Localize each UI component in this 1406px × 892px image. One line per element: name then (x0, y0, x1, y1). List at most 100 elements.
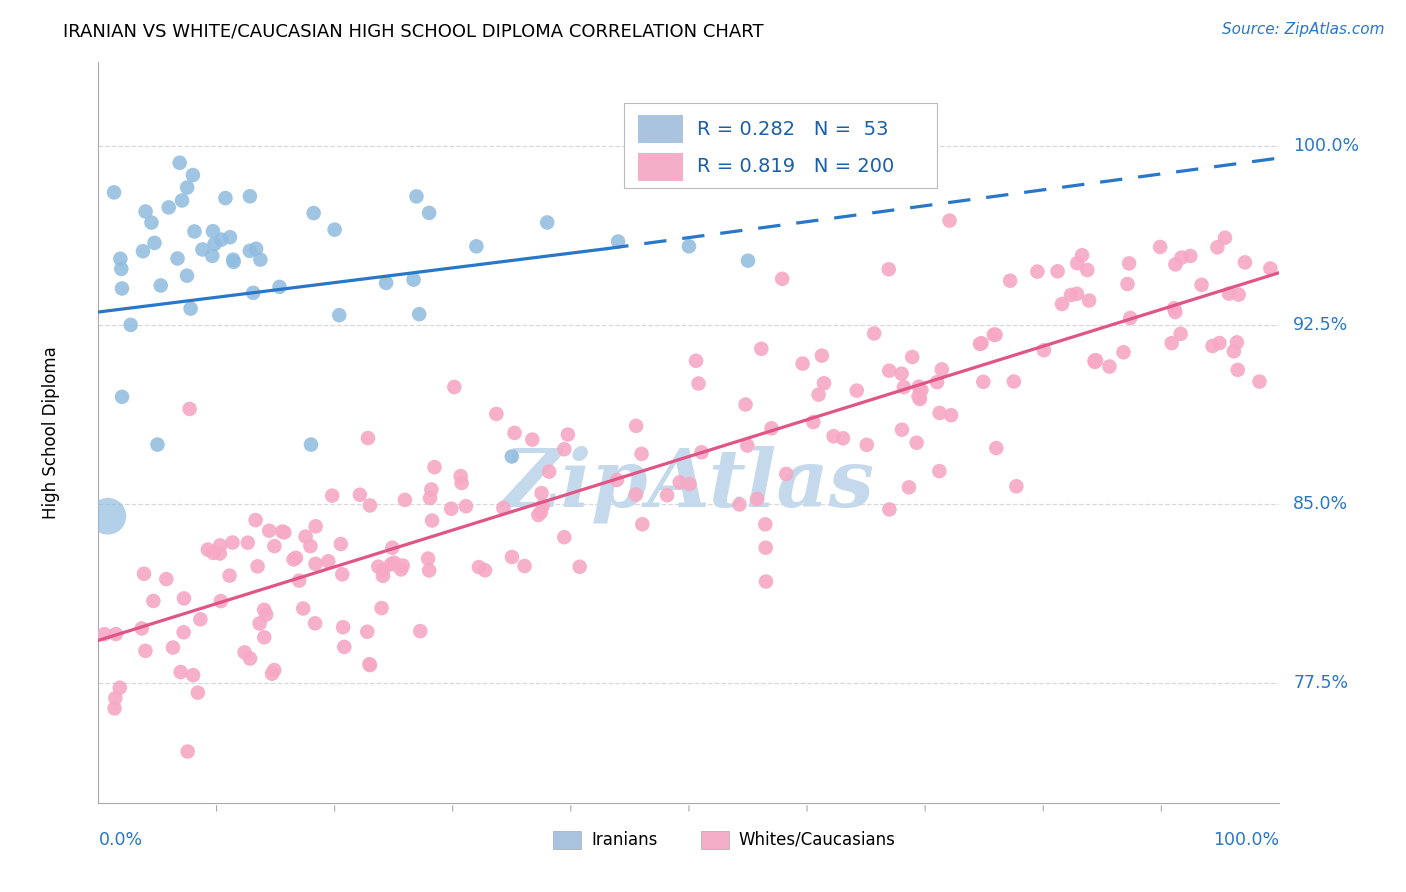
Point (685, 353, 707, 368)
Point (1002, 375, 1025, 389)
Point (901, 350, 924, 364)
Point (321, 489, 343, 503)
Point (263, 663, 285, 677)
Point (304, 616, 326, 631)
Text: ZipAtlas: ZipAtlas (503, 446, 875, 524)
Point (359, 658, 381, 673)
Point (607, 235, 630, 249)
Point (1191, 277, 1213, 292)
Point (111, 390, 134, 404)
Point (132, 244, 155, 259)
Point (513, 559, 536, 574)
Point (1071, 248, 1094, 262)
Point (931, 362, 953, 376)
Text: IRANIAN VS WHITE/CAUCASIAN HIGH SCHOOL DIPLOMA CORRELATION CHART: IRANIAN VS WHITE/CAUCASIAN HIGH SCHOOL D… (63, 22, 763, 40)
Point (522, 433, 544, 447)
Point (135, 204, 157, 219)
Point (245, 513, 267, 527)
Text: 0.0%: 0.0% (98, 830, 142, 848)
Text: Source: ZipAtlas.com: Source: ZipAtlas.com (1222, 22, 1385, 37)
Point (218, 568, 240, 582)
FancyBboxPatch shape (700, 831, 730, 848)
Point (1149, 240, 1171, 254)
Point (173, 591, 195, 606)
Point (201, 249, 224, 263)
Point (1112, 345, 1135, 359)
Point (155, 572, 177, 586)
Point (359, 657, 381, 672)
Point (1085, 353, 1108, 368)
Point (503, 425, 526, 440)
Point (1060, 288, 1083, 302)
Point (690, 445, 713, 459)
Point (501, 450, 523, 464)
Point (328, 308, 350, 322)
Point (420, 483, 443, 497)
Point (972, 375, 994, 389)
Point (131, 622, 153, 636)
Point (1066, 256, 1088, 270)
Point (568, 559, 591, 574)
Point (104, 691, 127, 706)
Point (530, 505, 553, 519)
Text: 77.5%: 77.5% (1294, 674, 1348, 692)
Point (678, 239, 700, 253)
Point (928, 464, 950, 478)
Point (485, 407, 508, 421)
Point (908, 392, 931, 406)
Point (418, 206, 440, 220)
Point (209, 539, 232, 553)
Point (454, 500, 477, 514)
Point (1164, 305, 1187, 319)
Point (262, 666, 284, 681)
Text: 100.0%: 100.0% (1213, 830, 1279, 848)
Point (394, 492, 416, 507)
Point (389, 562, 412, 576)
Point (356, 624, 378, 639)
Point (678, 477, 700, 491)
Point (222, 252, 245, 267)
Point (624, 418, 647, 433)
Point (606, 473, 628, 487)
Point (333, 640, 356, 654)
Point (877, 262, 900, 277)
Point (986, 441, 1008, 455)
Point (1170, 251, 1192, 265)
Point (863, 326, 886, 341)
Point (110, 252, 132, 266)
Point (146, 437, 169, 451)
FancyBboxPatch shape (638, 115, 683, 144)
Point (1050, 297, 1073, 311)
FancyBboxPatch shape (553, 831, 582, 848)
Point (907, 389, 929, 403)
Point (970, 336, 993, 351)
Point (249, 616, 271, 631)
Point (1005, 479, 1028, 493)
Point (1226, 335, 1249, 350)
Point (143, 235, 166, 250)
Point (382, 556, 405, 570)
Point (370, 601, 392, 615)
Point (443, 380, 465, 394)
Point (269, 280, 291, 294)
Text: R = 0.282   N =  53: R = 0.282 N = 53 (697, 120, 889, 139)
Point (897, 480, 920, 494)
Point (302, 206, 325, 220)
Point (1084, 355, 1107, 369)
Point (329, 537, 352, 551)
Point (905, 435, 928, 450)
Point (157, 201, 180, 215)
Point (209, 594, 232, 608)
Point (983, 327, 1005, 342)
Point (1118, 256, 1140, 270)
Point (754, 517, 776, 532)
Point (221, 535, 243, 549)
Point (1163, 301, 1185, 316)
Point (536, 215, 558, 229)
Point (1084, 353, 1107, 368)
Point (93, 627, 115, 641)
Point (170, 194, 193, 208)
Point (879, 502, 901, 516)
Point (908, 380, 931, 394)
Point (801, 415, 824, 429)
